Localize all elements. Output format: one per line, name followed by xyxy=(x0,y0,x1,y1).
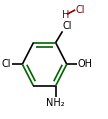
Text: OH: OH xyxy=(78,59,93,69)
Text: NH₂: NH₂ xyxy=(46,98,65,108)
Text: H: H xyxy=(62,10,69,20)
Text: Cl: Cl xyxy=(63,21,72,31)
Text: Cl: Cl xyxy=(2,59,11,69)
Text: Cl: Cl xyxy=(76,5,85,15)
